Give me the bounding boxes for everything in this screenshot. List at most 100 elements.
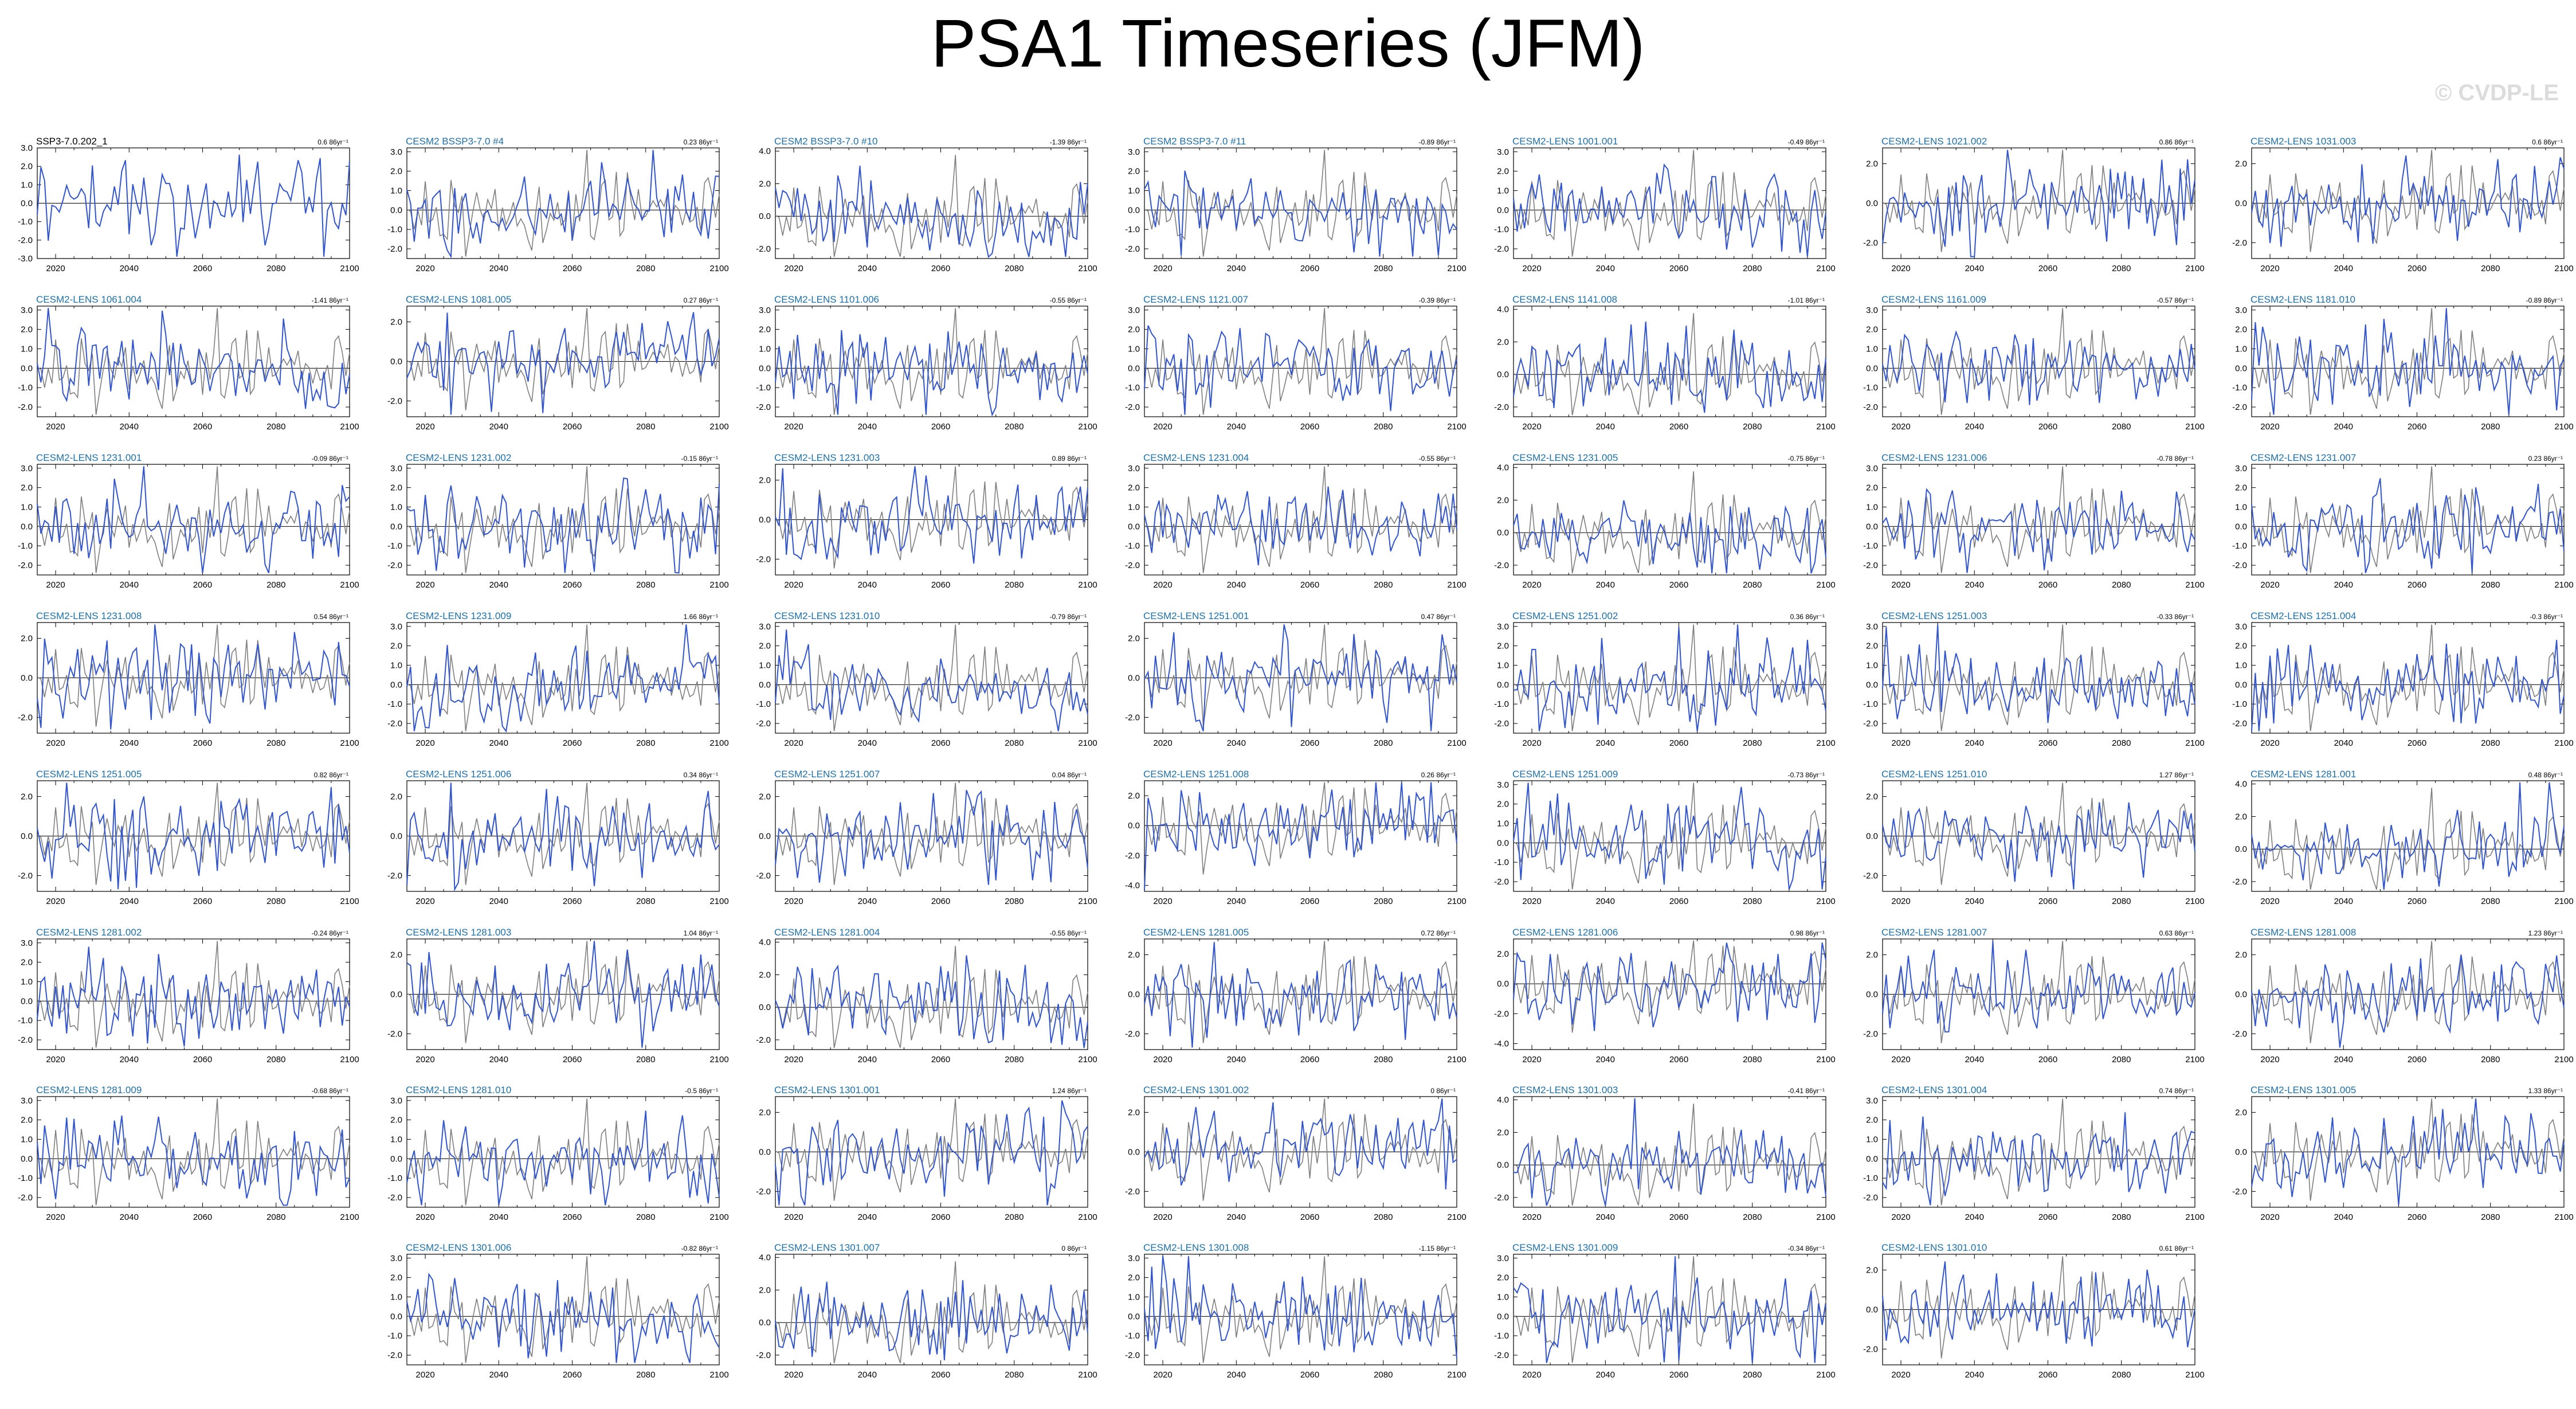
y-tick-label: 2.0 — [1866, 1266, 1878, 1275]
y-tick-label: 1.0 — [1497, 186, 1509, 195]
timeseries-chart: CESM2 BSSP3-7.0 #4 0.23 86yr⁻¹ 3.0 2.0 1.0 0.… — [387, 136, 729, 273]
y-tick-label: 0.0 — [1497, 1160, 1509, 1170]
y-tick-label: -2.0 — [2232, 238, 2247, 248]
y-tick-label: 2.0 — [1866, 159, 1878, 169]
x-tick-label: 2080 — [1374, 897, 1393, 906]
x-tick-label: 2080 — [2481, 264, 2500, 273]
y-tick-label: -1.0 — [2232, 383, 2247, 393]
y-tick-label: -1.0 — [1863, 541, 1878, 551]
y-tick-label: 0.0 — [1128, 1312, 1140, 1321]
x-tick-label: 2080 — [1374, 738, 1393, 748]
watermark: © CVDP-LE — [2434, 80, 2559, 105]
x-tick-label: 2040 — [858, 264, 877, 273]
panel-title: CESM2 BSSP3-7.0 #11 — [1143, 136, 1246, 147]
member-series-line — [1144, 170, 1457, 257]
x-tick-label: 2040 — [1596, 264, 1615, 273]
y-tick-label: 0.0 — [759, 363, 771, 373]
observation-series-line — [1513, 313, 1826, 416]
x-tick-label: 2040 — [120, 580, 139, 590]
timeseries-panel: CESM2-LENS 1101.006 -0.55 86yr⁻¹ 3.0 2.0 1.0… — [741, 287, 1097, 442]
x-tick-label: 2060 — [2038, 897, 2057, 906]
x-tick-label: 2080 — [636, 1370, 655, 1380]
panel-title: CESM2-LENS 1231.008 — [36, 610, 142, 621]
x-tick-label: 2020 — [1891, 1370, 1910, 1380]
panel-trend-label: 0.34 86yr⁻¹ — [684, 771, 718, 779]
timeseries-chart: CESM2-LENS 1121.007 -0.39 86yr⁻¹ 3.0 2.0 1.0… — [1125, 294, 1467, 432]
panel-title: CESM2-LENS 1281.001 — [2250, 769, 2356, 780]
x-tick-label: 2060 — [563, 1370, 582, 1380]
x-tick-label: 2100 — [709, 1370, 728, 1380]
observation-series-line — [406, 1098, 720, 1206]
timeseries-panel: CESM2-LENS 1301.004 0.74 86yr⁻¹ 3.0 2.0 1.0 0… — [1848, 1078, 2205, 1232]
plot-frame — [1513, 1254, 1826, 1365]
x-tick-label: 2060 — [2408, 580, 2426, 590]
timeseries-panel: CESM2-LENS 1031.003 0.6 86yr⁻¹ 2.0 0.0 -2.0 2… — [2217, 129, 2574, 284]
x-tick-label: 2100 — [1816, 1370, 1835, 1380]
x-tick-label: 2060 — [2038, 264, 2057, 273]
observation-series-line — [1513, 940, 1826, 1033]
y-tick-label: -1.0 — [387, 699, 402, 709]
observation-series-line — [1513, 150, 1826, 257]
y-tick-label: -2.0 — [18, 236, 33, 245]
timeseries-chart: CESM2-LENS 1141.008 -1.01 86yr⁻¹ 4.0 2.0 0.0… — [1494, 294, 1836, 432]
member-series-line — [1513, 1256, 1826, 1363]
x-tick-label: 2020 — [784, 1370, 803, 1380]
observation-series-line — [2251, 788, 2565, 890]
y-tick-label: 2.0 — [759, 641, 771, 651]
y-tick-label: 0.0 — [1866, 680, 1878, 690]
member-series-line — [775, 955, 1088, 1048]
x-tick-label: 2040 — [1596, 1055, 1615, 1064]
x-tick-label: 2040 — [1596, 1370, 1615, 1380]
y-tick-label: 0.0 — [2235, 680, 2247, 690]
y-tick-label: -2.0 — [387, 244, 402, 254]
member-series-line — [1144, 1098, 1457, 1189]
y-tick-label: -2.0 — [1863, 871, 1878, 880]
y-tick-label: -2.0 — [18, 1035, 33, 1045]
x-tick-label: 2020 — [1153, 264, 1172, 273]
timeseries-panel: CESM2-LENS 1251.007 0.04 86yr⁻¹ 2.0 0.0 -2.0… — [741, 762, 1097, 917]
timeseries-panel: CESM2-LENS 1061.004 -1.41 86yr⁻¹ 3.0 2.0 1.0… — [3, 287, 359, 442]
x-tick-label: 2060 — [1669, 264, 1688, 273]
member-series-line — [1513, 163, 1826, 257]
observation-series-line — [1882, 1098, 2195, 1206]
panel-title: CESM2-LENS 1141.008 — [1512, 294, 1617, 305]
panel-title: CESM2-LENS 1231.002 — [406, 452, 511, 463]
y-tick-label: -1.0 — [1125, 225, 1140, 234]
panel-title: CESM2-LENS 1161.009 — [1881, 294, 1986, 305]
x-tick-label: 2080 — [1743, 422, 1762, 432]
timeseries-panel: CESM2-LENS 1281.005 0.72 86yr⁻¹ 2.0 0.0 -2.0… — [1110, 920, 1467, 1075]
timeseries-chart: CESM2-LENS 1281.005 0.72 86yr⁻¹ 2.0 0.0 -2.0… — [1125, 927, 1467, 1064]
plot-frame — [37, 1096, 350, 1208]
y-tick-label: 2.0 — [1497, 167, 1509, 177]
timeseries-chart: CESM2-LENS 1251.007 0.04 86yr⁻¹ 2.0 0.0 -2.0… — [756, 769, 1097, 906]
y-tick-label: 0.0 — [759, 1318, 771, 1328]
timeseries-chart: CESM2-LENS 1081.005 0.27 86yr⁻¹ 2.0 0.0 -2.0… — [387, 294, 729, 432]
timeseries-chart: CESM2-LENS 1251.004 -0.3 86yr⁻¹ 3.0 2.0 1.0 0… — [2232, 610, 2574, 748]
x-tick-label: 2060 — [2408, 264, 2426, 273]
timeseries-chart: CESM2-LENS 1061.004 -1.41 86yr⁻¹ 3.0 2.0 1.0… — [18, 294, 359, 432]
y-tick-label: -2.0 — [756, 554, 771, 564]
y-tick-label: -2.0 — [1494, 1351, 1509, 1360]
panel-title: CESM2-LENS 1251.005 — [36, 769, 142, 780]
x-tick-label: 2020 — [46, 580, 65, 590]
plot-frame — [37, 938, 350, 1050]
x-tick-label: 2080 — [266, 897, 285, 906]
panel-trend-label: -0.33 86yr⁻¹ — [2157, 613, 2194, 621]
x-tick-label: 2040 — [120, 422, 139, 432]
timeseries-panel: CESM2-LENS 1301.009 -0.34 86yr⁻¹ 3.0 2.0 1.0… — [1479, 1235, 1836, 1390]
x-tick-label: 2020 — [415, 738, 434, 748]
x-tick-label: 2100 — [1447, 580, 1466, 590]
panel-title: CESM2-LENS 1231.003 — [774, 452, 880, 463]
y-tick-label: 2.0 — [1497, 1128, 1509, 1137]
x-tick-label: 2020 — [415, 422, 434, 432]
timeseries-chart: CESM2-LENS 1301.009 -0.34 86yr⁻¹ 3.0 2.0 1.0… — [1494, 1242, 1836, 1380]
timeseries-chart: CESM2-LENS 1301.006 -0.82 86yr⁻¹ 3.0 2.0 1.0… — [387, 1242, 729, 1380]
x-tick-label: 2020 — [1522, 1055, 1541, 1064]
y-tick-label: -2.0 — [18, 402, 33, 412]
member-series-line — [1144, 624, 1457, 731]
x-tick-label: 2080 — [266, 1212, 285, 1222]
x-tick-label: 2060 — [2038, 422, 2057, 432]
x-tick-label: 2020 — [1522, 1212, 1541, 1222]
observation-series-line — [1144, 782, 1457, 875]
y-tick-label: 0.0 — [21, 1154, 33, 1164]
